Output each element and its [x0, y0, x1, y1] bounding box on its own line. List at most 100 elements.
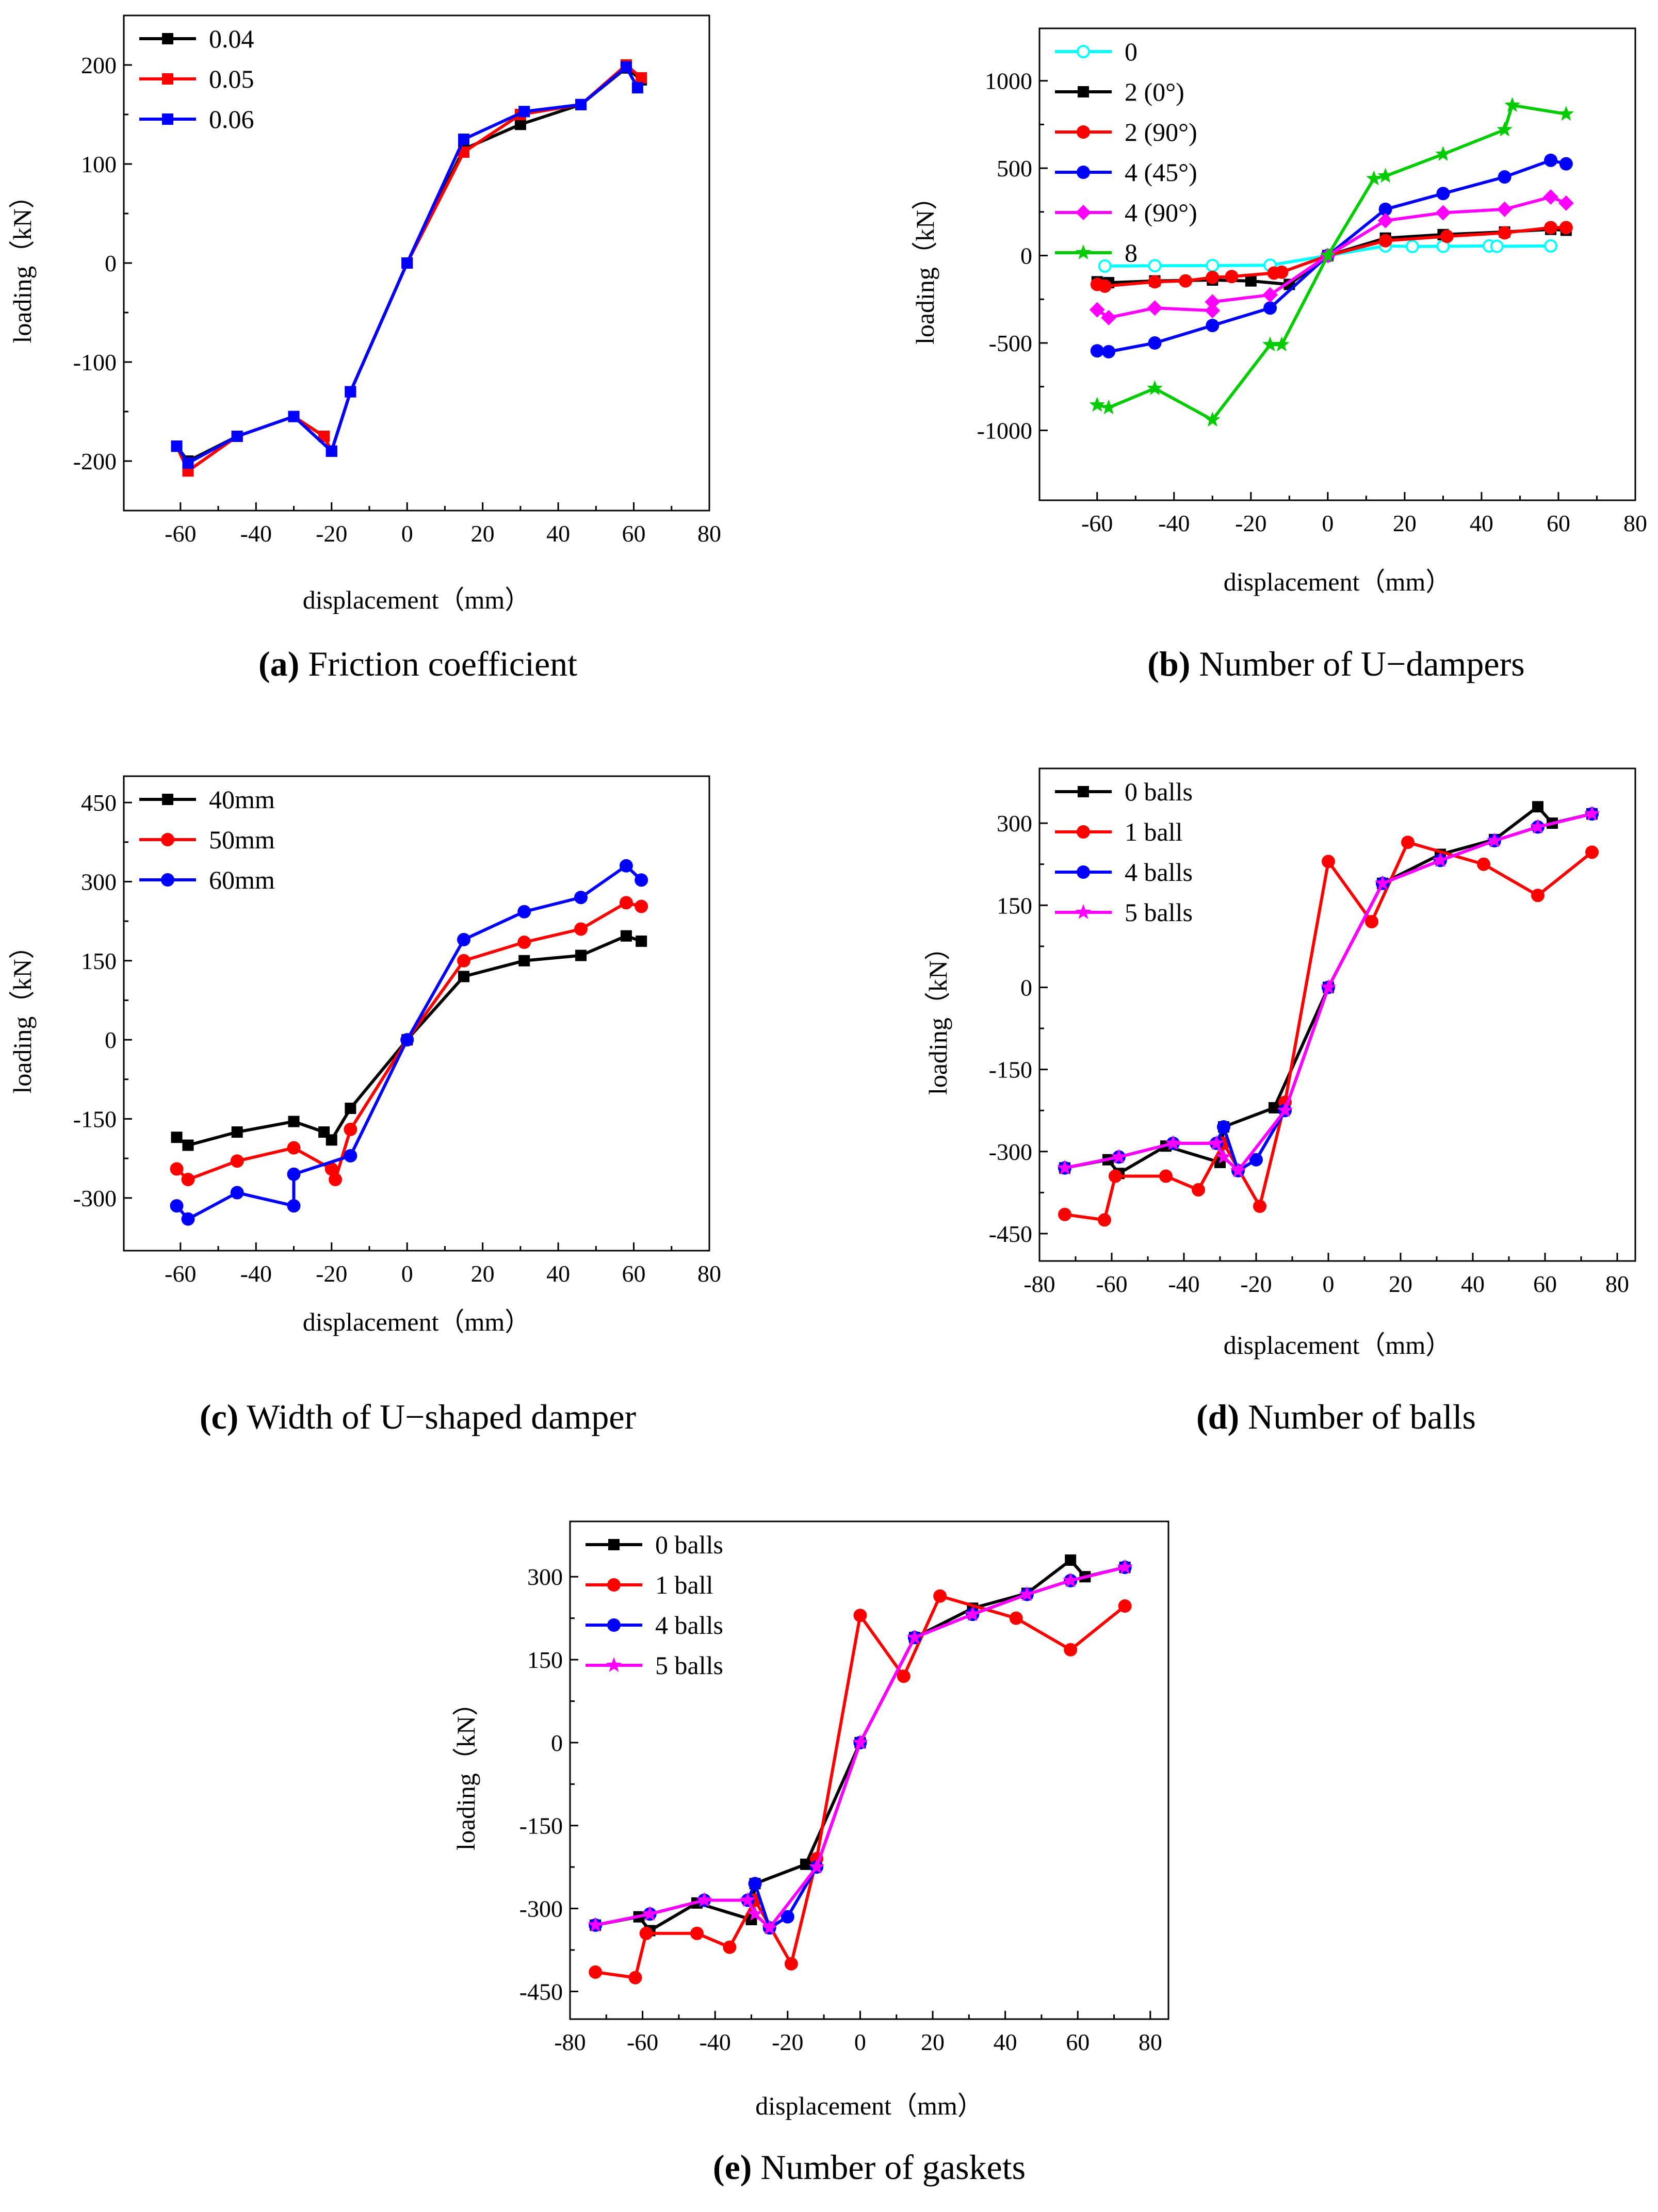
data-point — [1056, 1159, 1073, 1175]
data-point — [808, 1859, 825, 1874]
y-tick-label: 1000 — [985, 68, 1032, 94]
y-tick-label: -300 — [73, 1185, 117, 1211]
legend-label: 4 balls — [1125, 858, 1193, 887]
data-point — [344, 1149, 357, 1162]
data-point — [1009, 1611, 1023, 1625]
data-point — [1165, 1135, 1181, 1150]
x-tick-label: -20 — [772, 2029, 803, 2055]
data-point — [1530, 818, 1546, 834]
data-point — [1432, 852, 1449, 867]
x-tick-label: -40 — [1168, 1271, 1199, 1297]
y-tick-label: 0 — [105, 1027, 117, 1053]
data-point — [1405, 239, 1419, 253]
x-tick-label: -60 — [1096, 1271, 1127, 1297]
data-point — [1262, 336, 1278, 352]
caption-text: Number of balls — [1239, 1397, 1476, 1436]
data-point — [1208, 1135, 1225, 1150]
data-point — [326, 1134, 337, 1146]
data-point — [1206, 270, 1220, 284]
x-tick-label: 40 — [1470, 510, 1493, 536]
data-point — [1089, 302, 1105, 318]
data-point — [588, 1916, 604, 1932]
data-point — [344, 1122, 357, 1136]
y-axis-label: loading（kN） — [451, 1690, 480, 1850]
data-point — [1435, 205, 1451, 221]
y-tick-label: 300 — [997, 810, 1032, 837]
data-point — [518, 955, 530, 966]
data-point — [1148, 336, 1162, 350]
x-tick-label: 20 — [1393, 510, 1417, 536]
x-axis-label: displacement（mm） — [303, 585, 531, 614]
data-point — [1585, 845, 1599, 859]
data-point — [326, 445, 337, 457]
legend-marker — [161, 873, 174, 887]
data-point — [1098, 1213, 1111, 1227]
x-tick-label: 20 — [471, 1260, 495, 1287]
data-point — [518, 106, 530, 118]
legend: 0 balls 1 ball 4 balls 5 balls — [586, 1530, 723, 1680]
data-point — [781, 1910, 794, 1924]
data-point — [723, 1940, 737, 1954]
legend-label: 60mm — [209, 865, 275, 894]
data-point — [1531, 889, 1545, 903]
data-point — [287, 1141, 301, 1155]
legend-label: 0 balls — [1125, 777, 1193, 806]
data-point — [1109, 1169, 1122, 1183]
data-point — [170, 1199, 184, 1213]
x-tick-label: 40 — [546, 520, 570, 547]
data-point — [1205, 294, 1221, 310]
data-point — [517, 905, 531, 919]
data-point — [1147, 380, 1163, 396]
legend-label: 0.06 — [209, 105, 254, 134]
x-tick-label: -80 — [554, 2029, 586, 2055]
x-tick-label: -40 — [700, 2029, 731, 2055]
data-point — [345, 1103, 356, 1114]
data-point — [1401, 835, 1415, 849]
legend-marker — [1077, 865, 1090, 879]
y-tick-label: 150 — [997, 892, 1032, 919]
data-point — [1498, 226, 1511, 240]
data-point — [1117, 1559, 1133, 1574]
series-1 — [1058, 835, 1599, 1227]
data-point — [1275, 265, 1289, 279]
data-point — [620, 930, 632, 942]
data-point — [287, 1199, 301, 1213]
data-point — [1559, 157, 1573, 171]
panel-b: -60 -40 -20 0 20 40 60 80-1000-50005001000displ… — [911, 27, 1647, 683]
x-axis-label: displacement（mm） — [755, 2091, 983, 2120]
legend-label: 4 (45°) — [1125, 158, 1197, 187]
caption-letter: (d) — [1196, 1397, 1239, 1436]
series-2 — [1090, 221, 1573, 293]
x-tick-label: 80 — [697, 1260, 721, 1287]
data-point — [457, 932, 471, 946]
legend-marker — [1077, 45, 1090, 58]
legend-label: 5 balls — [655, 1651, 723, 1680]
panel-caption: (e) Number of gaskets — [713, 2148, 1026, 2187]
y-tick-label: 150 — [527, 1647, 563, 1673]
data-point — [288, 1116, 300, 1127]
plot-frame — [1038, 767, 1636, 1262]
data-point — [1365, 915, 1378, 929]
data-point — [171, 1132, 183, 1143]
data-point — [1253, 1199, 1266, 1213]
data-point — [897, 1669, 911, 1683]
series-3 — [588, 1559, 1133, 1935]
data-point — [1206, 319, 1220, 333]
legend-label: 40mm — [209, 785, 275, 814]
data-point — [574, 891, 588, 905]
data-point — [642, 1906, 658, 1921]
data-point — [345, 386, 356, 398]
y-axis-label: loading（kN） — [8, 933, 37, 1093]
legend-marker — [606, 1657, 622, 1672]
data-point — [1269, 1102, 1280, 1113]
legend-marker — [162, 33, 173, 44]
data-point — [401, 257, 413, 269]
data-point — [1378, 234, 1392, 248]
data-point — [690, 1926, 704, 1940]
legend: 0.04 0.05 0.06 — [139, 24, 254, 134]
data-point — [1366, 170, 1382, 186]
legend-label: 0.04 — [209, 24, 254, 53]
series-line — [1064, 805, 1592, 1175]
data-point — [761, 1920, 777, 1935]
legend-label: 4 (90°) — [1125, 198, 1197, 227]
